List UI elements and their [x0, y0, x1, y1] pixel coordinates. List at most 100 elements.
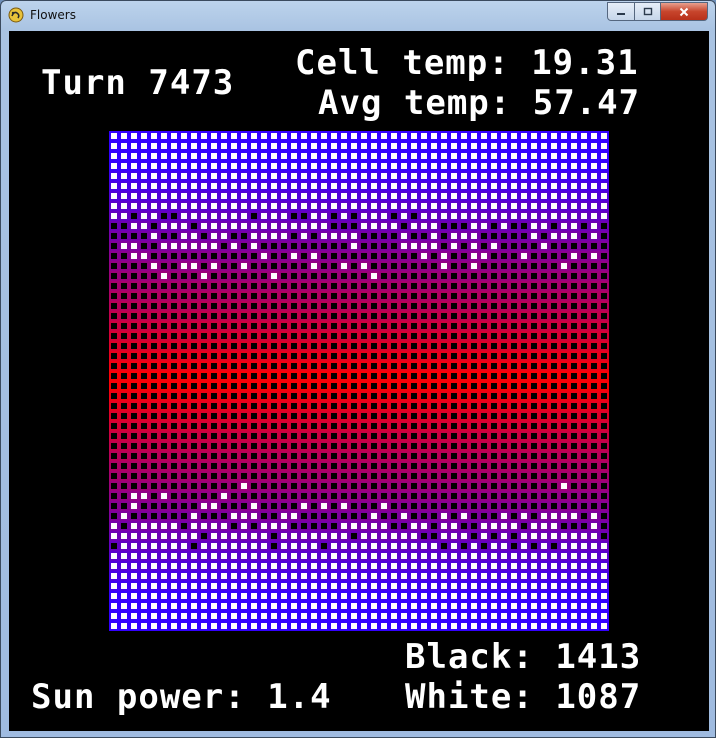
- black-flower-cell[interactable]: [391, 503, 397, 509]
- white-flower-cell[interactable]: [371, 273, 377, 279]
- black-flower-cell[interactable]: [491, 413, 497, 419]
- black-flower-cell[interactable]: [511, 353, 517, 359]
- black-flower-cell[interactable]: [331, 303, 337, 309]
- black-flower-cell[interactable]: [361, 403, 367, 409]
- white-flower-cell[interactable]: [351, 153, 357, 159]
- black-flower-cell[interactable]: [561, 393, 567, 399]
- black-flower-cell[interactable]: [261, 413, 267, 419]
- black-flower-cell[interactable]: [321, 463, 327, 469]
- black-flower-cell[interactable]: [411, 213, 417, 219]
- white-flower-cell[interactable]: [501, 583, 507, 589]
- black-flower-cell[interactable]: [491, 363, 497, 369]
- white-flower-cell[interactable]: [201, 143, 207, 149]
- white-flower-cell[interactable]: [171, 583, 177, 589]
- black-flower-cell[interactable]: [231, 353, 237, 359]
- black-flower-cell[interactable]: [551, 473, 557, 479]
- white-flower-cell[interactable]: [411, 543, 417, 549]
- white-flower-cell[interactable]: [491, 173, 497, 179]
- white-flower-cell[interactable]: [331, 553, 337, 559]
- white-flower-cell[interactable]: [281, 553, 287, 559]
- black-flower-cell[interactable]: [211, 333, 217, 339]
- black-flower-cell[interactable]: [341, 323, 347, 329]
- white-flower-cell[interactable]: [251, 223, 257, 229]
- black-flower-cell[interactable]: [471, 393, 477, 399]
- black-flower-cell[interactable]: [161, 373, 167, 379]
- black-flower-cell[interactable]: [141, 413, 147, 419]
- black-flower-cell[interactable]: [221, 463, 227, 469]
- black-flower-cell[interactable]: [221, 243, 227, 249]
- white-flower-cell[interactable]: [581, 533, 587, 539]
- black-flower-cell[interactable]: [571, 393, 577, 399]
- white-flower-cell[interactable]: [321, 183, 327, 189]
- white-flower-cell[interactable]: [361, 133, 367, 139]
- black-flower-cell[interactable]: [481, 513, 487, 519]
- black-flower-cell[interactable]: [591, 243, 597, 249]
- black-flower-cell[interactable]: [281, 313, 287, 319]
- white-flower-cell[interactable]: [601, 163, 607, 169]
- black-flower-cell[interactable]: [341, 403, 347, 409]
- white-flower-cell[interactable]: [371, 553, 377, 559]
- black-flower-cell[interactable]: [171, 363, 177, 369]
- black-flower-cell[interactable]: [601, 263, 607, 269]
- white-flower-cell[interactable]: [131, 603, 137, 609]
- white-flower-cell[interactable]: [171, 623, 177, 629]
- black-flower-cell[interactable]: [561, 283, 567, 289]
- white-flower-cell[interactable]: [381, 523, 387, 529]
- black-flower-cell[interactable]: [201, 463, 207, 469]
- black-flower-cell[interactable]: [401, 453, 407, 459]
- black-flower-cell[interactable]: [471, 333, 477, 339]
- black-flower-cell[interactable]: [531, 423, 537, 429]
- black-flower-cell[interactable]: [401, 223, 407, 229]
- black-flower-cell[interactable]: [561, 243, 567, 249]
- black-flower-cell[interactable]: [401, 293, 407, 299]
- black-flower-cell[interactable]: [531, 323, 537, 329]
- white-flower-cell[interactable]: [451, 523, 457, 529]
- white-flower-cell[interactable]: [571, 143, 577, 149]
- white-flower-cell[interactable]: [171, 553, 177, 559]
- black-flower-cell[interactable]: [261, 453, 267, 459]
- white-flower-cell[interactable]: [411, 173, 417, 179]
- black-flower-cell[interactable]: [181, 313, 187, 319]
- white-flower-cell[interactable]: [341, 133, 347, 139]
- black-flower-cell[interactable]: [521, 453, 527, 459]
- white-flower-cell[interactable]: [431, 243, 437, 249]
- white-flower-cell[interactable]: [221, 133, 227, 139]
- white-flower-cell[interactable]: [161, 583, 167, 589]
- black-flower-cell[interactable]: [331, 343, 337, 349]
- white-flower-cell[interactable]: [441, 563, 447, 569]
- black-flower-cell[interactable]: [271, 503, 277, 509]
- white-flower-cell[interactable]: [401, 203, 407, 209]
- black-flower-cell[interactable]: [551, 323, 557, 329]
- title-bar[interactable]: Flowers: [1, 1, 715, 31]
- white-flower-cell[interactable]: [581, 563, 587, 569]
- black-flower-cell[interactable]: [231, 443, 237, 449]
- white-flower-cell[interactable]: [171, 163, 177, 169]
- black-flower-cell[interactable]: [131, 213, 137, 219]
- black-flower-cell[interactable]: [191, 393, 197, 399]
- black-flower-cell[interactable]: [571, 433, 577, 439]
- white-flower-cell[interactable]: [351, 243, 357, 249]
- black-flower-cell[interactable]: [351, 493, 357, 499]
- black-flower-cell[interactable]: [221, 433, 227, 439]
- white-flower-cell[interactable]: [351, 203, 357, 209]
- white-flower-cell[interactable]: [381, 193, 387, 199]
- black-flower-cell[interactable]: [351, 283, 357, 289]
- black-flower-cell[interactable]: [401, 333, 407, 339]
- white-flower-cell[interactable]: [351, 583, 357, 589]
- white-flower-cell[interactable]: [141, 543, 147, 549]
- black-flower-cell[interactable]: [171, 403, 177, 409]
- white-flower-cell[interactable]: [441, 593, 447, 599]
- black-flower-cell[interactable]: [351, 363, 357, 369]
- white-flower-cell[interactable]: [331, 173, 337, 179]
- black-flower-cell[interactable]: [591, 273, 597, 279]
- black-flower-cell[interactable]: [501, 353, 507, 359]
- black-flower-cell[interactable]: [301, 213, 307, 219]
- black-flower-cell[interactable]: [411, 443, 417, 449]
- white-flower-cell[interactable]: [591, 513, 597, 519]
- black-flower-cell[interactable]: [371, 493, 377, 499]
- white-flower-cell[interactable]: [111, 193, 117, 199]
- black-flower-cell[interactable]: [281, 433, 287, 439]
- white-flower-cell[interactable]: [181, 133, 187, 139]
- white-flower-cell[interactable]: [541, 243, 547, 249]
- black-flower-cell[interactable]: [121, 233, 127, 239]
